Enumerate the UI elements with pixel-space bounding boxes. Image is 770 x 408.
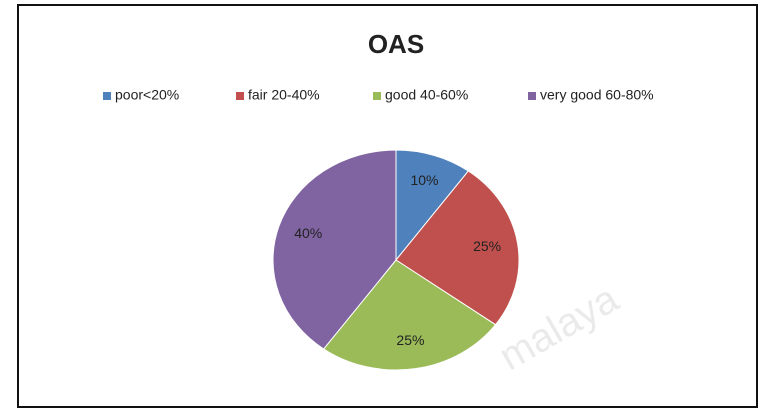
pie-slice: [322, 259, 497, 371]
legend-label: fair 20-40%: [248, 87, 320, 103]
value-label: 25%: [473, 238, 501, 254]
pie-slice: [272, 149, 397, 350]
legend-label: very good 60-80%: [540, 87, 654, 103]
legend-swatch: [103, 92, 111, 100]
value-label: 40%: [294, 225, 322, 241]
legend-swatch: [528, 92, 536, 100]
legend-label: good 40-60%: [385, 87, 468, 103]
legend-swatch: [236, 92, 244, 100]
legend-label: poor<20%: [115, 87, 179, 103]
pie-slice: [395, 170, 520, 326]
legend-swatch: [373, 92, 381, 100]
chart-title: OAS: [368, 29, 424, 59]
value-label: 25%: [396, 332, 424, 348]
pie-slice: [395, 149, 470, 262]
value-label: 10%: [410, 172, 438, 188]
